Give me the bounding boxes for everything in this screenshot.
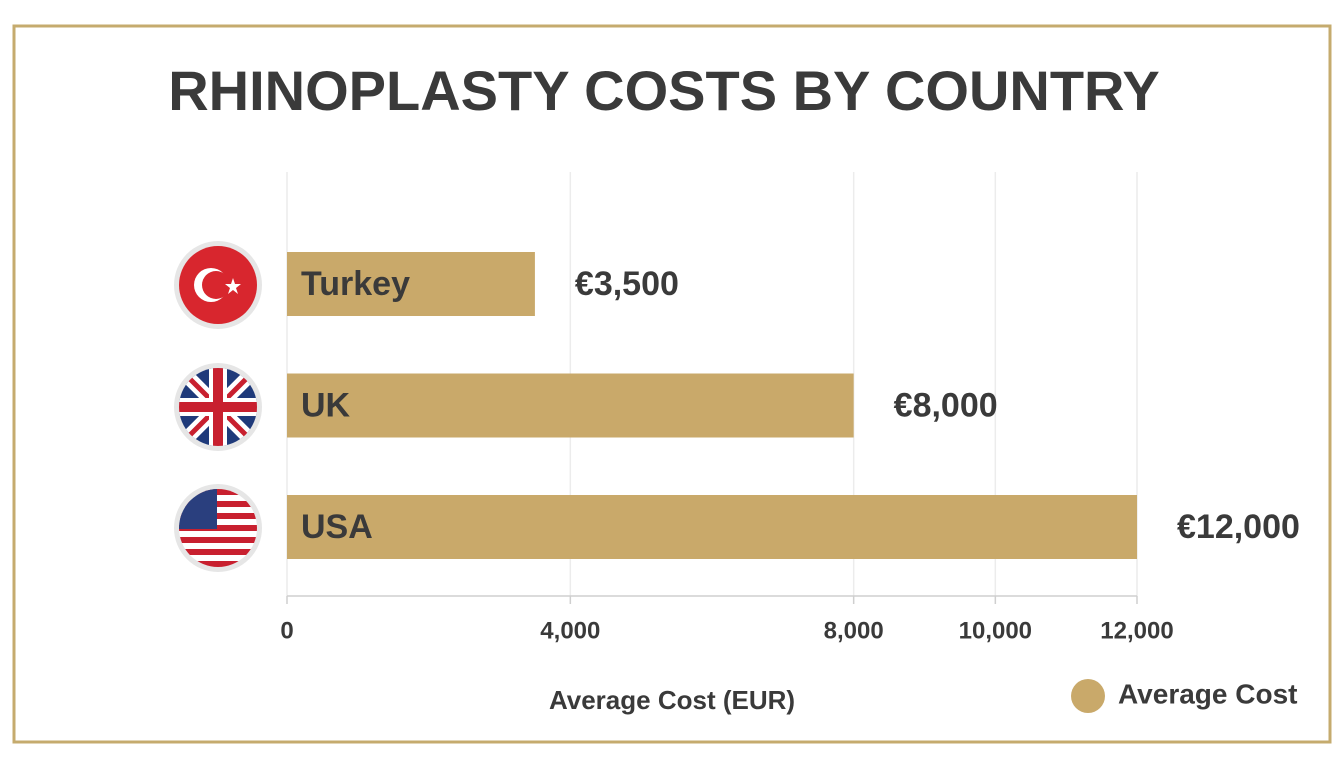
legend-label: Average Cost: [1118, 678, 1297, 709]
chart-title: RHINOPLASTY COSTS BY COUNTRY: [168, 59, 1160, 122]
value-label: €3,500: [575, 265, 679, 303]
flags: [174, 241, 262, 572]
x-axis-label: Average Cost (EUR): [549, 685, 795, 715]
flag-star: [225, 278, 241, 294]
x-tick-label: 0: [280, 617, 293, 644]
category-label: UK: [301, 386, 351, 424]
value-label: €12,000: [1177, 508, 1300, 546]
category-label: Turkey: [301, 265, 410, 303]
x-tick-label: 10,000: [959, 617, 1032, 644]
bar: [287, 495, 1137, 559]
bar: [287, 252, 535, 316]
x-tick-label: 12,000: [1100, 617, 1173, 644]
bar: [287, 373, 854, 438]
category-label: USA: [301, 508, 373, 546]
flag-uk: [179, 368, 257, 446]
value-label: €8,000: [894, 386, 998, 424]
flag-usa: [179, 489, 257, 567]
legend-swatch: [1071, 679, 1105, 713]
flag-crescent-cut: [202, 271, 230, 299]
x-tick-label: 4,000: [540, 617, 600, 644]
x-tick-label: 8,000: [824, 617, 884, 644]
